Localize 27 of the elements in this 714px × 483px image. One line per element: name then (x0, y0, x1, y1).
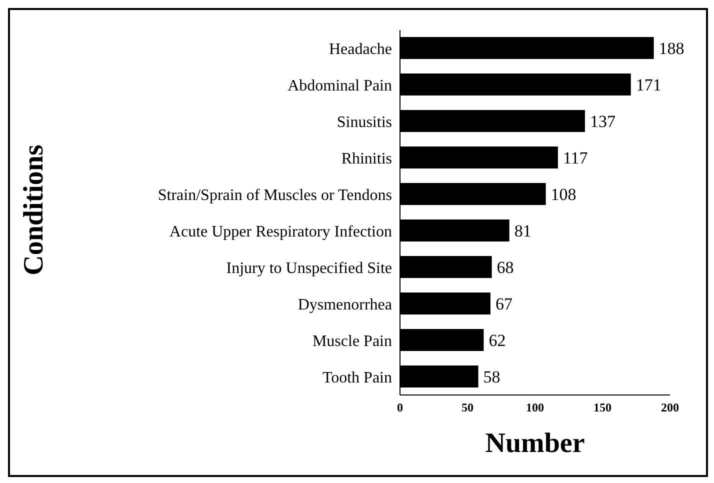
y-tick-label: Strain/Sprain of Muscles or Tendons (158, 186, 392, 204)
y-tick-label: Acute Upper Respiratory Infection (169, 223, 392, 240)
y-tick-label: Sinusitis (336, 114, 392, 131)
y-tick-label: Injury to Unspecified Site (226, 260, 392, 277)
x-tick-label: 100 (526, 400, 544, 415)
data-label: 68 (496, 258, 514, 278)
data-label: 171 (636, 76, 662, 95)
y-tick-label: Headache (328, 40, 392, 58)
data-label: 81 (514, 222, 532, 241)
data-label: 137 (590, 112, 616, 132)
x-tick-label: 200 (661, 400, 679, 415)
data-label: 58 (483, 368, 500, 387)
data-label: 62 (488, 331, 506, 350)
y-tick-label: Dysmenorrhea (298, 296, 392, 314)
x-tick-label: 0 (397, 400, 403, 415)
data-label: 117 (562, 148, 588, 168)
x-tick-label: 150 (594, 400, 612, 415)
data-label: 67 (495, 294, 513, 314)
data-label: 108 (550, 185, 576, 204)
y-tick-label: Muscle Pain (312, 332, 392, 350)
x-axis-title: Number (484, 428, 586, 460)
y-axis-title: Conditions (18, 144, 50, 276)
y-tick-label: Rhinitis (341, 150, 392, 168)
data-label: 188 (658, 39, 684, 58)
y-tick-label: Tooth Pain (322, 369, 392, 386)
y-tick-label: Abdominal Pain (288, 77, 392, 94)
x-tick-label: 50 (462, 400, 474, 415)
